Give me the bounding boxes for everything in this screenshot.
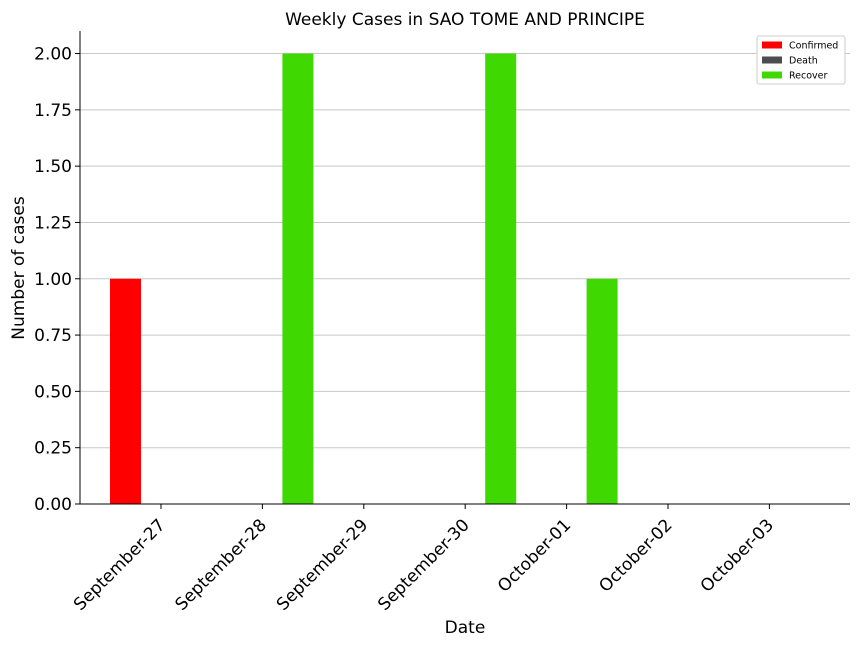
x-tick-label: October-01 — [494, 515, 575, 596]
legend-swatch-death — [762, 56, 782, 64]
y-tick-label: 0.25 — [34, 439, 72, 459]
legend-label-recover: Recover — [789, 71, 828, 82]
x-tick-label: October-03 — [697, 515, 778, 596]
x-tick-label: October-02 — [595, 515, 676, 596]
x-tick-label: September-29 — [273, 515, 372, 614]
legend-label-death: Death — [789, 56, 818, 67]
y-tick-label: 1.50 — [34, 157, 72, 177]
y-ticks: 0.00 0.25 0.50 0.75 1.00 1.25 1.50 1.75 2.00 — [34, 45, 80, 515]
bar-recover-october-01 — [586, 278, 618, 504]
x-tick-label: September-27 — [70, 515, 169, 614]
y-tick-label: 2.00 — [34, 45, 72, 65]
y-tick-label: 0.75 — [34, 326, 72, 346]
y-axis-title: Number of cases — [9, 196, 29, 340]
y-gridlines — [80, 53, 850, 505]
axes — [79, 31, 850, 505]
y-tick-label: 1.00 — [34, 270, 72, 290]
legend: Confirmed Death Recover — [756, 35, 846, 85]
x-tick-label: September-30 — [374, 515, 473, 614]
legend-label-confirmed: Confirmed — [789, 41, 838, 52]
bar-confirmed-september-27 — [110, 278, 141, 504]
chart-title: Weekly Cases in SAO TOME AND PRINCIPE — [285, 10, 645, 30]
y-tick-label: 1.75 — [34, 101, 72, 121]
x-tick-label: September-28 — [171, 515, 270, 614]
bars — [110, 53, 618, 505]
y-tick-label: 0.00 — [34, 495, 72, 515]
y-tick-label: 0.50 — [34, 382, 72, 402]
legend-swatch-recover — [762, 71, 782, 79]
x-axis-title: Date — [445, 618, 486, 638]
legend-swatch-confirmed — [762, 41, 782, 49]
bar-recover-september-30 — [485, 53, 517, 505]
x-ticks: September-27 September-28 September-29 Sept… — [70, 504, 778, 615]
bar-recover-september-28 — [282, 53, 314, 505]
y-tick-label: 1.25 — [34, 213, 72, 233]
